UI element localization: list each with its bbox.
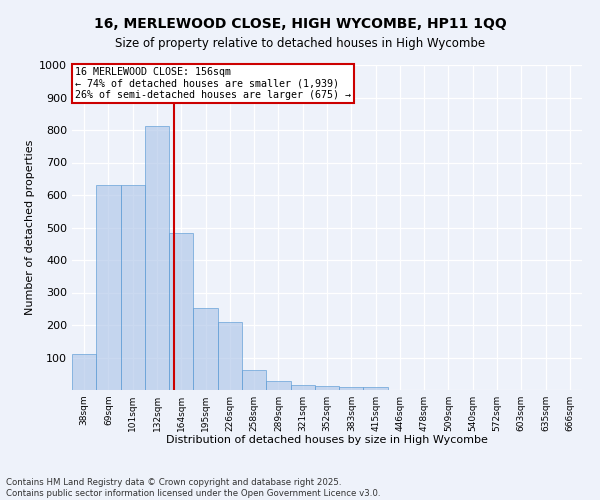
Bar bbox=[145, 126, 169, 390]
Bar bbox=[364, 387, 388, 390]
Text: 16, MERLEWOOD CLOSE, HIGH WYCOMBE, HP11 1QQ: 16, MERLEWOOD CLOSE, HIGH WYCOMBE, HP11 … bbox=[94, 18, 506, 32]
Text: 16 MERLEWOOD CLOSE: 156sqm
← 74% of detached houses are smaller (1,939)
26% of s: 16 MERLEWOOD CLOSE: 156sqm ← 74% of deta… bbox=[74, 66, 350, 100]
Text: Contains HM Land Registry data © Crown copyright and database right 2025.
Contai: Contains HM Land Registry data © Crown c… bbox=[6, 478, 380, 498]
Bar bbox=[193, 308, 218, 390]
Bar bbox=[315, 386, 339, 390]
Bar bbox=[72, 354, 96, 390]
Bar bbox=[266, 381, 290, 390]
X-axis label: Distribution of detached houses by size in High Wycombe: Distribution of detached houses by size … bbox=[166, 436, 488, 446]
Y-axis label: Number of detached properties: Number of detached properties bbox=[25, 140, 35, 315]
Bar bbox=[169, 233, 193, 390]
Bar bbox=[339, 387, 364, 390]
Bar bbox=[242, 370, 266, 390]
Bar bbox=[96, 184, 121, 390]
Bar bbox=[218, 322, 242, 390]
Bar bbox=[290, 385, 315, 390]
Bar bbox=[121, 184, 145, 390]
Text: Size of property relative to detached houses in High Wycombe: Size of property relative to detached ho… bbox=[115, 38, 485, 51]
